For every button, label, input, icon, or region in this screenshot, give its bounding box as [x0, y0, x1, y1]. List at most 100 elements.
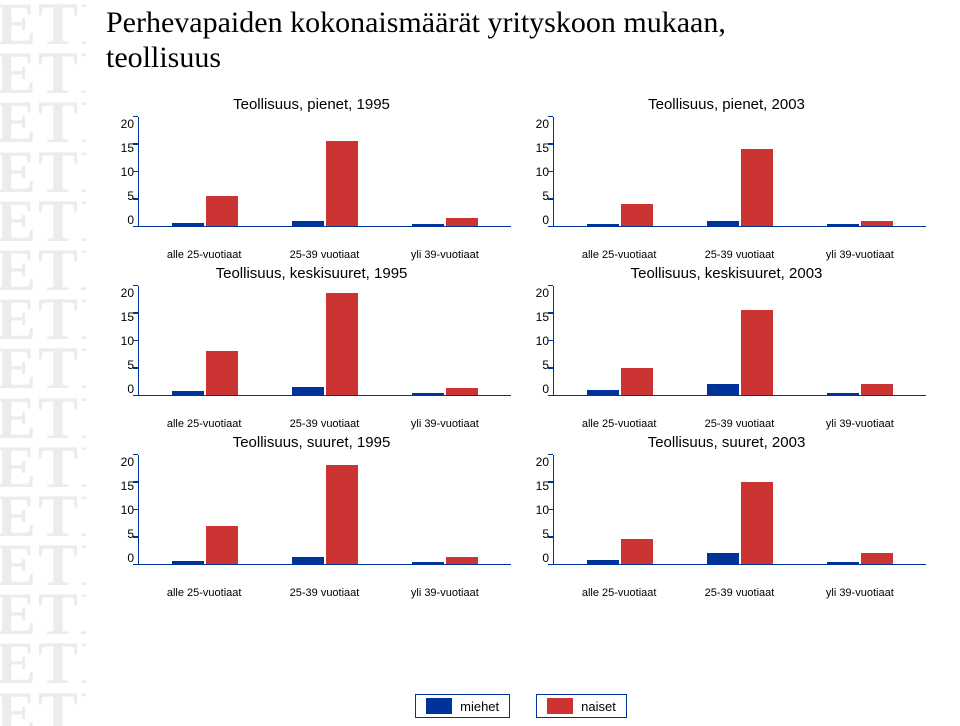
watermark: ETLAETLAETLAETLAETLAETLAETLAETLAETLAETLA…	[0, 0, 86, 726]
y-tick	[133, 198, 138, 200]
bar-group	[680, 455, 800, 564]
bar-group	[800, 455, 920, 564]
bar-women	[861, 221, 893, 227]
bar-group	[680, 117, 800, 226]
bar-group	[800, 117, 920, 226]
y-tick-label: 20	[121, 117, 134, 131]
bar-women	[861, 553, 893, 564]
y-tick	[548, 564, 553, 566]
chart-panel: Teollisuus, suuret, 199520151050alle 25-…	[106, 432, 521, 601]
y-tick-label: 10	[121, 334, 134, 348]
x-tick-label: alle 25-vuotiaat	[559, 249, 679, 261]
y-tick	[133, 285, 138, 287]
y-tick	[133, 116, 138, 118]
bar-men	[707, 221, 739, 227]
legend-item-men: miehet	[415, 694, 510, 718]
y-tick	[133, 340, 138, 342]
y-tick-label: 10	[121, 165, 134, 179]
bar-women	[206, 196, 238, 226]
y-tick-label: 20	[121, 286, 134, 300]
x-tick-label: 25-39 vuotiaat	[264, 418, 384, 430]
panel-title: Teollisuus, pienet, 1995	[112, 96, 511, 113]
y-tick-label: 15	[536, 141, 549, 155]
x-tick-label: alle 25-vuotiaat	[559, 418, 679, 430]
bar-men	[707, 384, 739, 395]
bar-women	[326, 293, 358, 395]
bar-men	[292, 557, 324, 564]
legend-swatch	[426, 698, 452, 714]
bar-men	[587, 224, 619, 226]
x-tick-label: yli 39-vuotiaat	[385, 418, 505, 430]
chart-grid: Teollisuus, pienet, 199520151050alle 25-…	[106, 94, 936, 601]
legend-swatch	[547, 698, 573, 714]
bar-men	[172, 391, 204, 395]
bar-group	[560, 286, 680, 395]
bar-women	[206, 526, 238, 565]
bar-group	[265, 455, 385, 564]
bar-men	[412, 224, 444, 226]
bar-group	[145, 455, 265, 564]
bar-group	[560, 117, 680, 226]
panel-title: Teollisuus, keskisuuret, 2003	[527, 265, 926, 282]
legend-label: naiset	[581, 699, 616, 714]
panel-title: Teollisuus, suuret, 2003	[527, 434, 926, 451]
y-tick-label: 10	[536, 503, 549, 517]
y-tick	[133, 226, 138, 228]
y-tick	[548, 116, 553, 118]
y-tick-label: 10	[536, 334, 549, 348]
bar-group	[800, 286, 920, 395]
bar-men	[412, 393, 444, 395]
panel-title: Teollisuus, suuret, 1995	[112, 434, 511, 451]
y-tick-label: 20	[121, 455, 134, 469]
y-tick	[548, 226, 553, 228]
x-tick-label: 25-39 vuotiaat	[679, 587, 799, 599]
y-tick	[133, 395, 138, 397]
chart-panel: Teollisuus, keskisuuret, 199520151050all…	[106, 263, 521, 432]
y-tick-label: 10	[121, 503, 134, 517]
y-tick	[133, 536, 138, 538]
y-tick	[133, 454, 138, 456]
x-tick-label: yli 39-vuotiaat	[800, 249, 920, 261]
y-tick-label: 10	[536, 165, 549, 179]
x-tick-label: 25-39 vuotiaat	[264, 249, 384, 261]
page-title: Perhevapaiden kokonaismäärät yrityskoon …	[106, 6, 726, 75]
y-tick	[548, 536, 553, 538]
bar-women	[326, 465, 358, 564]
x-tick-label: 25-39 vuotiaat	[679, 418, 799, 430]
bar-women	[326, 141, 358, 226]
y-tick	[133, 367, 138, 369]
y-tick-label: 20	[536, 117, 549, 131]
bar-group	[385, 117, 505, 226]
y-tick-label: 15	[121, 479, 134, 493]
x-axis-labels: alle 25-vuotiaat25-39 vuotiaatyli 39-vuo…	[138, 418, 511, 430]
bar-group	[385, 455, 505, 564]
y-tick-label: 5	[542, 527, 549, 541]
bar-men	[292, 387, 324, 395]
y-tick-label: 5	[127, 358, 134, 372]
bar-group	[560, 455, 680, 564]
panel-title: Teollisuus, keskisuuret, 1995	[112, 265, 511, 282]
bar-women	[621, 204, 653, 226]
bar-women	[446, 557, 478, 564]
legend-label: miehet	[460, 699, 499, 714]
bar-men	[827, 393, 859, 395]
title-line-1: Perhevapaiden kokonaismäärät yrityskoon …	[106, 6, 726, 39]
x-axis-labels: alle 25-vuotiaat25-39 vuotiaatyli 39-vuo…	[553, 418, 926, 430]
bar-group	[265, 117, 385, 226]
y-tick-label: 5	[127, 527, 134, 541]
y-tick	[133, 312, 138, 314]
x-tick-label: alle 25-vuotiaat	[144, 587, 264, 599]
y-tick-label: 15	[121, 141, 134, 155]
plot-area	[138, 286, 511, 396]
legend-item-women: naiset	[536, 694, 627, 718]
y-tick	[548, 312, 553, 314]
y-tick	[548, 171, 553, 173]
y-axis-labels: 20151050	[527, 455, 553, 565]
chart-panel: Teollisuus, pienet, 200320151050alle 25-…	[521, 94, 936, 263]
bar-group	[145, 117, 265, 226]
bar-women	[446, 218, 478, 226]
y-axis-labels: 20151050	[527, 117, 553, 227]
x-tick-label: alle 25-vuotiaat	[144, 418, 264, 430]
y-tick-label: 5	[542, 358, 549, 372]
y-axis-labels: 20151050	[112, 455, 138, 565]
